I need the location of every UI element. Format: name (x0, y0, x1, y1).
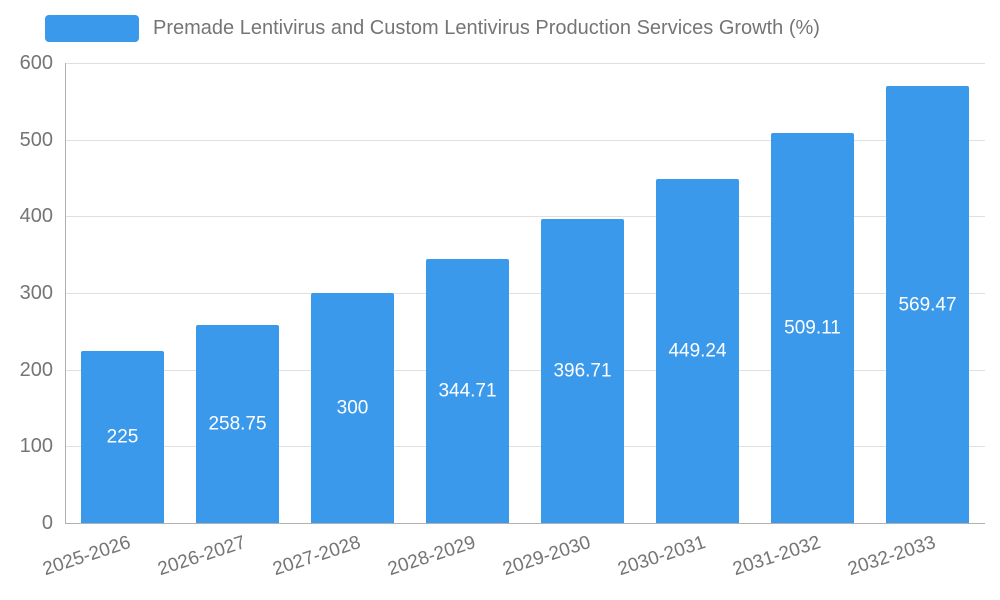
bar-2027-2028 (311, 293, 394, 523)
gridline (65, 369, 985, 371)
x-axis-line (65, 523, 985, 524)
gridline (65, 446, 985, 448)
gridline (65, 139, 985, 141)
bar-2025-2026 (81, 350, 164, 523)
y-tick-label: 400 (19, 205, 53, 228)
gridline (65, 293, 985, 294)
y-tick-label: 600 (19, 52, 53, 74)
bar-2030-2031 (656, 178, 739, 523)
bar-2026-2027 (196, 324, 279, 523)
bar-2029-2030 (541, 218, 624, 523)
gridline (65, 63, 985, 64)
chart-title: Premade Lentivirus and Custom Lentivirus… (153, 17, 820, 39)
plot-area: 0 100 200 300 400 500 600 225 2025-2026 258.75 202… (20, 53, 985, 580)
y-tick-label: 300 (19, 282, 53, 304)
y-tick-label: 100 (19, 435, 53, 458)
bar-2028-2029 (426, 258, 509, 523)
bar-2032-2033 (886, 86, 969, 523)
y-tick-label: 200 (19, 358, 53, 381)
bar-2031-2032 (771, 132, 854, 523)
y-tick-label: 0 (41, 512, 53, 534)
gridline (65, 216, 985, 218)
y-tick-label: 500 (19, 128, 53, 151)
legend-swatch (45, 15, 139, 42)
y-axis-line (65, 63, 66, 523)
chart-legend: Premade Lentivirus and Custom Lentivirus… (45, 15, 820, 42)
